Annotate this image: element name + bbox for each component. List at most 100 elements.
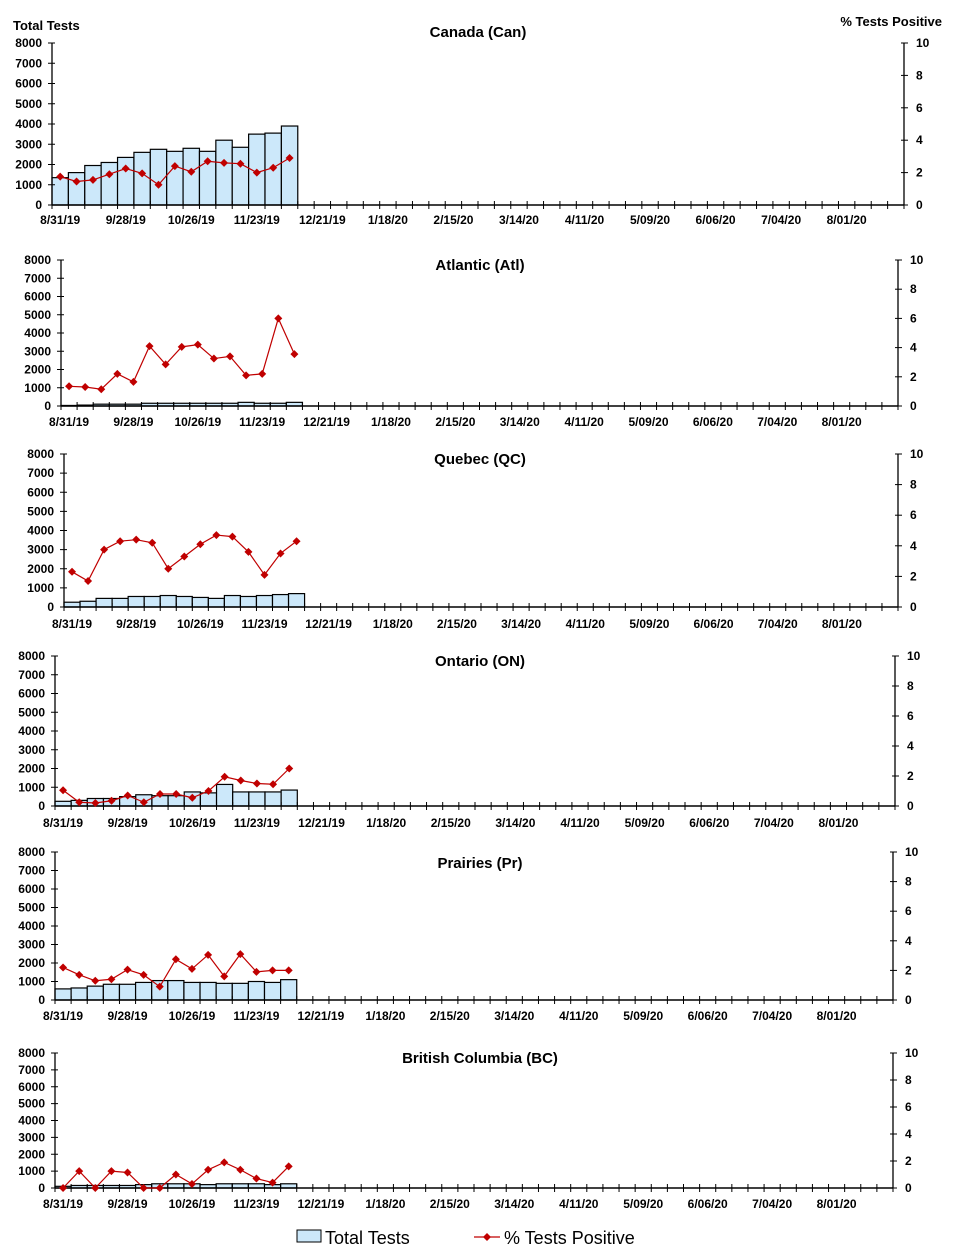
- panel-title: Quebec (QC): [434, 451, 526, 468]
- positive-rate-point: [220, 772, 229, 781]
- legend: Total Tests % Tests Positive: [296, 1228, 635, 1248]
- y-tick-label: 1000: [18, 780, 45, 794]
- bar: [271, 593, 290, 608]
- positive-rate-line: [69, 316, 295, 390]
- x-tick-label: 8/01/20: [817, 1009, 857, 1023]
- y2-tick-label: 2: [905, 963, 912, 977]
- y-tick-label: 0: [47, 600, 54, 614]
- positive-rate-point: [252, 967, 261, 976]
- x-tick-label: 12/21/19: [299, 213, 346, 227]
- y2-tick-label: 4: [916, 133, 923, 147]
- positive-rate-point: [139, 1184, 148, 1192]
- y-tick-label: 8000: [18, 649, 45, 663]
- positive-rate-point: [285, 764, 294, 773]
- bar: [207, 597, 225, 608]
- panel-title: Ontario (ON): [435, 653, 525, 670]
- positive-rate-point: [220, 972, 229, 981]
- y2-tick-label: 10: [905, 1046, 919, 1060]
- y2-tick-label: 10: [916, 36, 930, 50]
- y2-tick-label: 2: [916, 166, 923, 180]
- legend-bar-swatch: [296, 1229, 322, 1243]
- y-tick-label: 3000: [27, 543, 54, 557]
- bar: [79, 600, 97, 608]
- positive-rate-point: [204, 787, 213, 795]
- positive-rate-point: [139, 970, 148, 979]
- y-tick-label: 3000: [18, 938, 45, 952]
- positive-rate-point: [138, 169, 147, 178]
- x-tick-label: 3/14/20: [501, 617, 541, 631]
- positive-rate-point: [285, 154, 294, 163]
- y2-tick-label: 4: [905, 1127, 912, 1141]
- positive-rate-point: [81, 383, 90, 392]
- bar: [166, 150, 184, 206]
- x-tick-label: 3/14/20: [500, 415, 540, 429]
- bar: [67, 172, 86, 206]
- panel-1: Atlantic (Atl) 0 1000 2000 3000 4000 5000 6000 7…: [24, 253, 923, 429]
- y-tick-label: 7000: [24, 271, 51, 285]
- y2-tick-label: 0: [905, 993, 912, 1007]
- positive-rate-point: [100, 545, 109, 554]
- positive-rate-point: [88, 175, 97, 184]
- y2-tick-label: 0: [910, 399, 917, 413]
- y-tick-label: 5000: [27, 504, 54, 518]
- y-tick-label: 7000: [15, 56, 42, 70]
- positive-rate-point: [196, 540, 205, 549]
- positive-rate-point: [170, 162, 179, 171]
- positive-rate-point: [97, 385, 106, 394]
- x-tick-label: 8/01/20: [822, 415, 862, 429]
- positive-rate-point: [148, 538, 157, 547]
- positive-rate-point: [274, 314, 283, 323]
- panel-0: Canada (Can) Total Tests % Tests Positive 0…: [13, 14, 942, 227]
- bar: [167, 979, 185, 1001]
- x-tick-label: 3/14/20: [499, 213, 539, 227]
- y-tick-label: 7000: [18, 864, 45, 878]
- positive-rate-point: [290, 350, 299, 359]
- bar: [54, 988, 72, 1001]
- y2-tick-label: 6: [905, 1100, 912, 1114]
- y-tick-label: 1000: [15, 178, 42, 192]
- x-tick-label: 8/01/20: [817, 1197, 857, 1211]
- bar: [264, 791, 282, 807]
- positive-rate-point: [72, 177, 81, 186]
- bar: [159, 594, 177, 608]
- x-tick-label: 5/09/20: [623, 1197, 663, 1211]
- y-tick-label: 1000: [24, 381, 51, 395]
- x-tick-label: 11/23/19: [234, 816, 280, 830]
- positive-rate-point: [220, 158, 229, 167]
- positive-rate-point: [226, 352, 235, 361]
- bar: [127, 595, 145, 608]
- x-tick-label: 1/18/20: [366, 816, 406, 830]
- y-tick-label: 4000: [27, 524, 54, 538]
- x-tick-label: 10/26/19: [168, 213, 215, 227]
- positive-rate-point: [105, 170, 114, 179]
- positive-rate-point: [268, 966, 277, 975]
- y-tick-label: 7000: [18, 1063, 45, 1077]
- y-tick-label: 0: [35, 198, 42, 212]
- positive-rate-point: [123, 965, 132, 974]
- positive-rate-point: [284, 1162, 293, 1171]
- y2-tick-label: 0: [916, 198, 923, 212]
- positive-rate-point: [171, 1170, 180, 1179]
- x-tick-label: 2/15/20: [430, 1009, 470, 1023]
- y-tick-label: 3000: [18, 743, 45, 757]
- bar: [175, 595, 193, 608]
- y2-tick-label: 4: [907, 739, 914, 753]
- x-tick-label: 4/11/20: [560, 816, 600, 830]
- positive-rate-point: [177, 342, 186, 351]
- y2-tick-label: 4: [910, 341, 917, 355]
- x-tick-label: 2/15/20: [433, 213, 473, 227]
- y-tick-label: 1000: [27, 581, 54, 595]
- positive-rate-point: [252, 168, 261, 177]
- positive-rate-point: [113, 369, 122, 378]
- bar: [102, 983, 121, 1001]
- panel-2: Quebec (QC) 0 1000 2000 3000 4000 5000 6000 7000…: [27, 447, 923, 631]
- x-tick-label: 11/23/19: [239, 415, 285, 429]
- y2-tick-label: 10: [910, 253, 924, 267]
- bar: [215, 982, 233, 1001]
- positive-rate-point: [252, 1174, 261, 1183]
- panel-3: Ontario (ON) 0 1000 2000 3000 4000 5000 6000 700…: [18, 649, 920, 830]
- positive-rate-point: [59, 963, 68, 972]
- positive-rate-point: [139, 798, 148, 807]
- positive-rate-point: [258, 369, 267, 378]
- bar: [223, 594, 242, 608]
